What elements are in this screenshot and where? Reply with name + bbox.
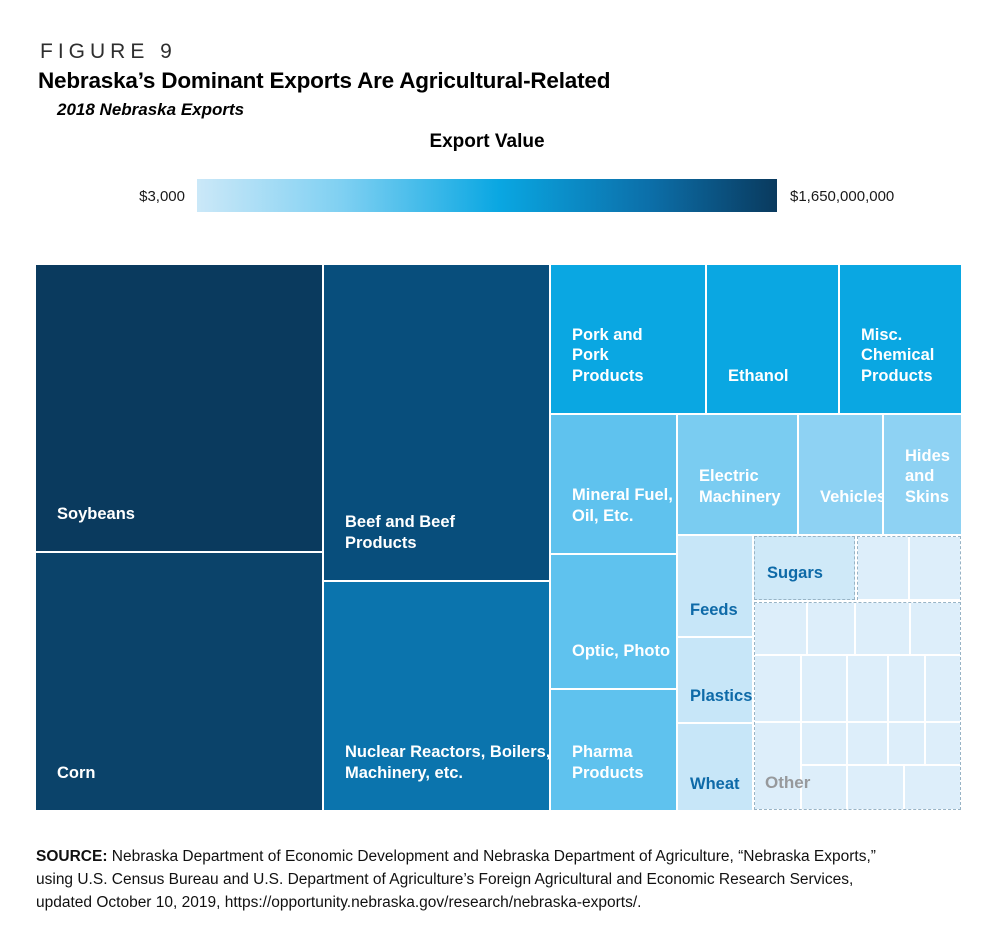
- treemap-cell-ethanol: Ethanol: [707, 265, 838, 413]
- treemap-cell-corn: Corn: [36, 553, 322, 810]
- treemap-cell-nuclear-reactors-boilers-machinery-etc: Nuclear Reactors, Boilers, Machinery, etc…: [324, 582, 550, 810]
- treemap-cell-other-item: [802, 723, 846, 764]
- treemap-cell-label: Electric Machinery: [699, 467, 781, 507]
- treemap-cell-label: Corn: [57, 764, 96, 783]
- treemap-cell-other-item: [856, 603, 909, 654]
- treemap-cell-label: Ethanol: [728, 367, 789, 386]
- treemap-cell-feeds: Feeds: [678, 536, 752, 636]
- source-text: Nebraska Department of Economic Developm…: [36, 848, 876, 911]
- treemap-cell-label: Mineral Fuel, Oil, Etc.: [572, 486, 673, 526]
- treemap-cell-sugars: Sugars: [754, 536, 855, 600]
- treemap-cell-other-item: [889, 723, 924, 764]
- treemap-cell-optic-photo: Optic, Photo: [551, 555, 676, 688]
- treemap-cell-electric-machinery: Electric Machinery: [678, 415, 797, 534]
- treemap-cell-other-item: [755, 656, 800, 721]
- treemap-cell-misc-chemical-products: Misc. Chemical Products: [840, 265, 961, 413]
- treemap-other-group-strip: [857, 536, 961, 600]
- chart-title: Nebraska’s Dominant Exports Are Agricult…: [38, 68, 611, 93]
- treemap-cell-plastics: Plastics: [678, 638, 752, 722]
- treemap-cell-label: Misc. Chemical Products: [861, 325, 935, 386]
- legend-max-label: $1,650,000,000: [790, 188, 895, 205]
- treemap-cell-label: Pharma Products: [572, 743, 644, 783]
- treemap-cell-other-item: [858, 537, 908, 599]
- treemap-cell-mineral-fuel-oil-etc: Mineral Fuel, Oil, Etc.: [551, 415, 676, 553]
- treemap-cell-pork-and-pork-products: Pork and Pork Products: [551, 265, 705, 413]
- treemap-cell-label: Hides and Skins: [905, 446, 950, 507]
- treemap: Soybeans Corn Beef and Beef Products Nuclear…: [36, 265, 961, 810]
- treemap-cell-label: Soybeans: [57, 505, 135, 524]
- treemap-cell-label: Sugars: [767, 564, 823, 583]
- legend-min-label: $3,000: [139, 188, 185, 205]
- treemap-cell-other-item: [905, 766, 960, 809]
- source-label: SOURCE:: [36, 848, 108, 865]
- legend-title: Export Value: [429, 131, 545, 152]
- treemap-cell-other-item: [889, 656, 924, 721]
- treemap-cell-other-item: [848, 723, 887, 764]
- treemap-cell-vehicles: Vehicles: [799, 415, 886, 534]
- figure-number: FIGURE 9: [40, 40, 177, 63]
- treemap-cell-other-item: [755, 723, 800, 809]
- source-note: SOURCE: Nebraska Department of Economic …: [36, 845, 886, 914]
- treemap-cell-label: Vehicles: [820, 488, 887, 507]
- treemap-cell-soybeans: Soybeans: [36, 265, 322, 551]
- treemap-cell-label: Plastics: [690, 687, 753, 706]
- treemap-cell-other-item: [848, 766, 903, 809]
- treemap-cell-other-item: [802, 766, 846, 809]
- treemap-cell-other-item: [926, 656, 960, 721]
- treemap-cell-label: Optic, Photo: [572, 642, 671, 661]
- treemap-cell-label: Wheat: [690, 775, 740, 794]
- treemap-cell-hides-and-skins: Hides and Skins: [884, 415, 961, 534]
- treemap-cell-other-item: [802, 656, 846, 721]
- treemap-cell-pharma-products: Pharma Products: [551, 690, 676, 810]
- treemap-cell-other-item: [808, 603, 854, 654]
- treemap-cell-other-item: [755, 603, 806, 654]
- treemap-cell-label: Beef and Beef Products: [345, 513, 456, 553]
- treemap-cell-other-item: [926, 723, 960, 764]
- chart-subtitle: 2018 Nebraska Exports: [57, 100, 245, 119]
- treemap-cell-other-item: [848, 656, 887, 721]
- treemap-cell-wheat: Wheat: [678, 724, 752, 810]
- treemap-other-group-main: Other: [754, 602, 961, 810]
- treemap-cell-beef-and-beef-products: Beef and Beef Products: [324, 265, 549, 580]
- treemap-cell-label-other: Other: [765, 773, 811, 792]
- treemap-cell-other-item: [910, 537, 960, 599]
- color-scale-gradient: [197, 179, 777, 212]
- treemap-cell-other-item: [911, 603, 960, 654]
- treemap-cell-label: Pork and Pork Products: [572, 325, 644, 386]
- treemap-cell-label: Feeds: [690, 601, 738, 620]
- treemap-cell-label: Nuclear Reactors, Boilers, Machinery, etc…: [345, 743, 551, 783]
